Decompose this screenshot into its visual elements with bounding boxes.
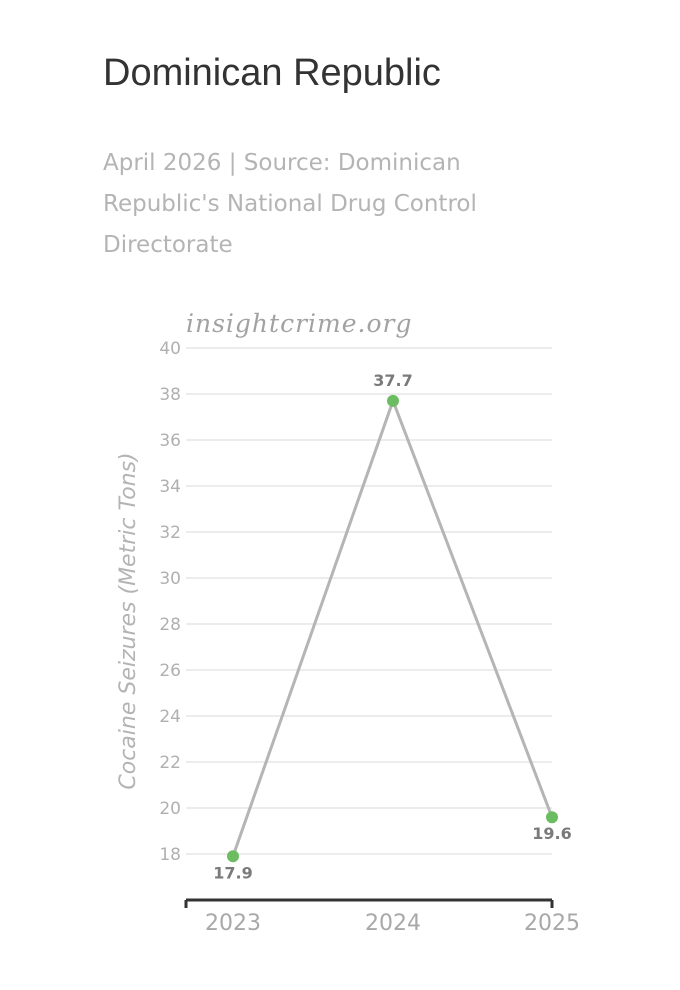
y-tick-label: 24	[159, 707, 181, 727]
y-axis-label: Cocaine Seizures (Metric Tons)	[116, 452, 141, 789]
y-tick-label: 36	[159, 431, 181, 451]
data-label: 37.7	[373, 371, 412, 390]
y-tick-label: 18	[159, 845, 181, 865]
x-axis: 2023 2024 2025	[184, 898, 580, 936]
data-point	[227, 850, 239, 863]
series-line	[231, 396, 554, 857]
data-point	[546, 811, 558, 824]
x-tick-label: 2023	[205, 911, 261, 936]
y-tick-label: 26	[159, 661, 181, 681]
watermark-logo: insightcrime.org	[186, 309, 413, 338]
y-tick-label: 28	[159, 615, 181, 635]
data-label: 19.6	[532, 824, 571, 843]
y-tick-label: 32	[159, 523, 181, 543]
y-tick-label: 20	[159, 799, 181, 819]
chart-subtitle: April 2026 | Source: Dominican Republic'…	[103, 150, 477, 258]
chart-title: Dominican Republic	[103, 52, 441, 94]
x-tick-label: 2025	[524, 911, 580, 936]
data-point	[387, 394, 399, 407]
y-tick-label: 22	[159, 753, 181, 773]
y-tick-label: 30	[159, 569, 181, 589]
data-labels: 17.9 37.7 19.6	[213, 371, 571, 882]
y-tick-label: 38	[159, 385, 181, 405]
y-tick-label: 40	[159, 339, 181, 359]
data-series	[227, 394, 558, 863]
x-tick-label: 2024	[365, 911, 421, 936]
data-label: 17.9	[213, 863, 252, 882]
y-gridlines	[186, 347, 552, 855]
y-tick-labels: 18 20 22 24 26 28 30 32 34 36 38 40	[159, 339, 181, 865]
y-tick-label: 34	[159, 477, 181, 497]
